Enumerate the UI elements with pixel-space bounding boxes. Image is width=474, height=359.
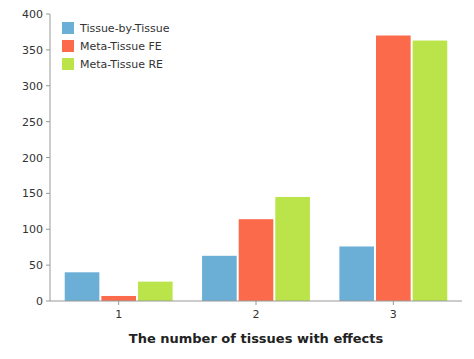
x-axis-label: The number of tissues with effects [129,331,384,346]
y-tick [46,85,50,86]
bars [65,36,448,301]
x-tick [118,301,119,305]
y-tick-label: 100 [22,223,43,236]
bar [138,282,173,301]
x-tick-label: 3 [390,308,397,321]
bar [101,296,136,301]
bar [413,41,448,301]
y-tick [46,229,50,230]
y-tick-label: 250 [22,116,43,129]
y-tick [46,49,50,50]
bar [202,256,237,301]
bar [376,36,411,301]
bar [65,272,100,301]
y-tick-label: 300 [22,80,43,93]
y-tick-label: 200 [22,152,43,165]
y-tick-label: 350 [22,44,43,57]
x-tick [393,301,394,305]
bar [275,197,310,301]
bar [239,219,274,301]
x-tick [256,301,257,305]
legend-swatch [62,40,74,52]
y-tick-label: 400 [22,8,43,21]
x-tick-label: 2 [253,308,260,321]
legend-label: Meta-Tissue RE [80,58,163,71]
legend-swatch [62,58,74,70]
y-tick [46,121,50,122]
y-tick [46,157,50,158]
y-tick-label: 50 [29,259,43,272]
legend: Tissue-by-Tissue Meta-Tissue FE Meta-Tissu… [62,22,170,71]
y-tick [46,265,50,266]
legend-label: Meta-Tissue FE [80,40,162,53]
y-tick-label: 0 [36,295,43,308]
legend-label: Tissue-by-Tissue [79,22,170,35]
legend-swatch [62,22,74,34]
bar [339,246,374,301]
y-tick-label: 150 [22,187,43,200]
y-tick [46,301,50,302]
y-tick [46,14,50,15]
chart: 0 50 100 150 200 250 300 350 400 1 2 3 The number of… [0,0,474,359]
x-tick-label: 1 [115,308,122,321]
y-tick [46,193,50,194]
